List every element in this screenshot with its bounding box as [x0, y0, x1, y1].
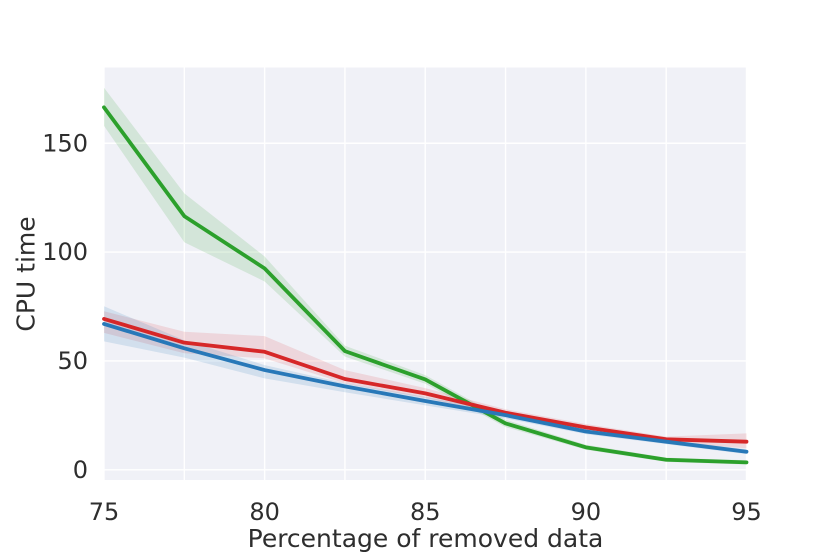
blue-line	[102, 322, 749, 454]
y-tick-label: 100	[42, 238, 88, 266]
x-axis-label: Percentage of removed data	[247, 524, 604, 553]
green-line	[102, 105, 749, 465]
y-tick-label: 50	[57, 347, 88, 375]
red-confidence-band	[104, 311, 747, 449]
y-tick-label: 0	[73, 456, 88, 484]
y-axis-label: CPU time	[11, 216, 41, 332]
x-tick-label: 75	[89, 498, 120, 526]
x-tick-label: 90	[571, 498, 602, 526]
x-tick-label: 80	[249, 498, 280, 526]
y-tick-label: 150	[42, 129, 88, 157]
red-line	[102, 317, 749, 444]
x-tick-label: 95	[731, 498, 762, 526]
x-tick-label: 85	[410, 498, 441, 526]
